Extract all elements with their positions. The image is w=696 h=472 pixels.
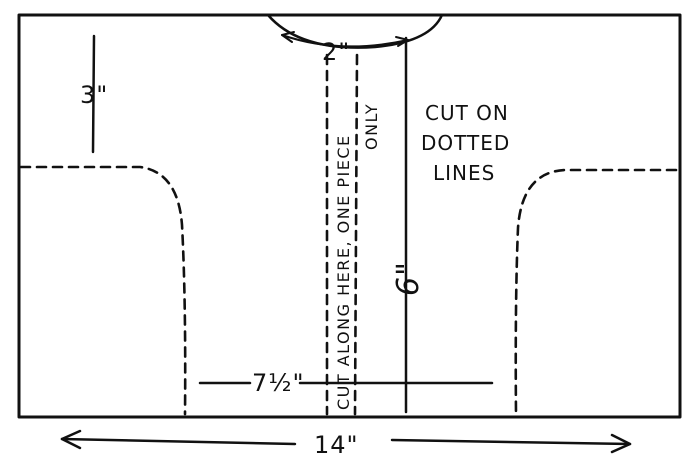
left-dimension-label: 3" [80,81,108,109]
right-cut-curve [514,168,678,416]
vertical-note-line2: ONLY [362,103,381,150]
bottom-dimension-line-left [60,437,297,446]
top-dimension-arrow [281,34,409,48]
center-cut-line-right [353,53,359,416]
lower-dimension-label: 7½" [252,369,305,397]
left-cut-curve [19,165,187,416]
bottom-dimension-label: 14" [314,431,359,459]
bottom-arrowhead-right [610,433,632,454]
bottom-dimension-line-right [390,438,632,446]
cut-note-line1: CUT ON [425,101,509,125]
cut-note-line2: DOTTED [421,131,510,155]
top-dimension-label: 2" [322,38,350,66]
outer-border [17,13,682,419]
bottom-arrowhead-left [60,429,82,450]
vertical-note-line1: CUT ALONG HERE, ONE PIECE [334,134,353,410]
left-dimension-line [91,34,96,154]
top-dimension-arrowhead-left [281,31,295,43]
center-dimension-label: 6" [391,261,426,296]
cut-note-line3: LINES [433,161,495,185]
